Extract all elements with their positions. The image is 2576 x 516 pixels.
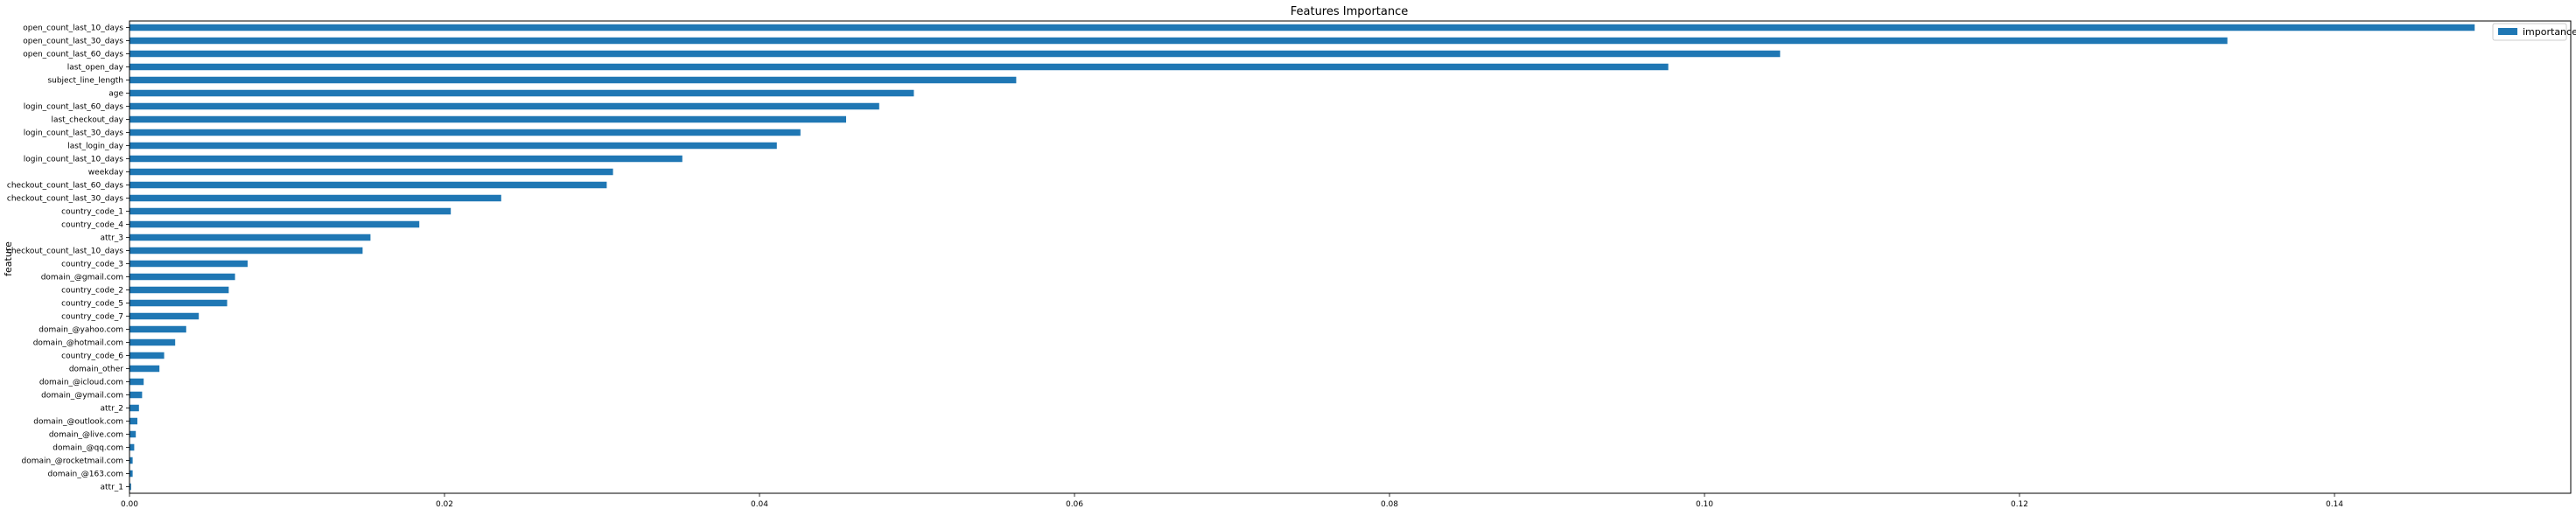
y-tick-label-checkout_count_last_60_days: checkout_count_last_60_days	[7, 182, 123, 191]
legend-box	[2492, 23, 2567, 41]
bar-last_open_day	[130, 63, 1669, 71]
y-tick-label-country_code_7: country_code_7	[61, 313, 123, 322]
legend: importance	[2492, 23, 2576, 41]
y-tick-label-domain_@yahoo.com: domain_@yahoo.com	[38, 326, 123, 335]
legend-swatch	[2498, 28, 2517, 35]
y-tick-label-domain_@rocketmail.com: domain_@rocketmail.com	[22, 457, 124, 466]
y-tick-label-login_count_last_60_days: login_count_last_60_days	[24, 103, 124, 112]
bar-age	[130, 89, 914, 97]
y-tick-label-open_count_last_60_days: open_count_last_60_days	[23, 51, 123, 59]
y-tick-label-attr_2: attr_2	[101, 405, 124, 414]
chart-title: Features Importance	[1291, 5, 1409, 18]
bar-weekday	[130, 168, 613, 176]
y-tick-label-country_code_1: country_code_1	[61, 208, 123, 217]
y-tick-label-attr_1: attr_1	[101, 484, 124, 492]
bar-open_count_last_30_days	[130, 37, 2228, 45]
x-tick-label: 0.08	[1381, 500, 1398, 509]
y-tick-label-checkout_count_last_10_days: checkout_count_last_10_days	[7, 248, 123, 256]
bar-country_code_6	[130, 352, 164, 359]
bar-last_login_day	[130, 142, 777, 150]
y-tick-label-country_code_5: country_code_5	[61, 300, 123, 309]
bar-country_code_5	[130, 299, 228, 307]
x-ticks-group: 0.00 0.02 0.04 0.06 0.08 0.10 0.12 0.14	[121, 493, 2343, 509]
x-tick-label: 0.06	[1066, 500, 1083, 509]
y-tick-label-domain_@icloud.com: domain_@icloud.com	[39, 379, 123, 387]
y-tick-label-country_code_2: country_code_2	[61, 287, 123, 296]
bar-country_code_1	[130, 207, 452, 215]
y-tick-label-country_code_4: country_code_4	[61, 221, 123, 230]
bar-country_code_3	[130, 260, 248, 268]
bar-login_count_last_60_days	[130, 102, 879, 110]
y-tick-label-domain_other: domain_other	[69, 366, 123, 374]
bar-domain_@rocketmail.com	[130, 457, 133, 464]
bar-domain_@ymail.com	[130, 391, 143, 399]
y-tick-label-open_count_last_30_days: open_count_last_30_days	[23, 38, 123, 46]
y-tick-label-domain_@gmail.com: domain_@gmail.com	[41, 274, 123, 282]
bars-group	[130, 24, 2475, 491]
y-tick-label-country_code_3: country_code_3	[61, 261, 123, 269]
y-ticks-group: open_count_last_10_days open_count_last_3…	[7, 24, 130, 492]
bar-country_code_2	[130, 286, 229, 294]
y-tick-label-last_login_day: last_login_day	[67, 143, 123, 151]
bar-open_count_last_60_days	[130, 50, 1781, 58]
bar-subject_line_length	[130, 76, 1017, 84]
y-tick-label-subject_line_length: subject_line_length	[47, 77, 123, 86]
bar-open_count_last_10_days	[130, 24, 2475, 31]
bar-attr_2	[130, 404, 139, 412]
bar-login_count_last_30_days	[130, 129, 801, 136]
bar-attr_3	[130, 234, 371, 241]
y-tick-label-checkout_count_last_30_days: checkout_count_last_30_days	[7, 195, 123, 204]
legend-label-importance: importance	[2523, 26, 2576, 38]
bar-domain_@163.com	[130, 470, 133, 478]
y-tick-label-domain_@outlook.com: domain_@outlook.com	[33, 418, 123, 427]
y-tick-label-open_count_last_10_days: open_count_last_10_days	[23, 24, 123, 33]
y-tick-label-domain_@163.com: domain_@163.com	[48, 471, 123, 479]
y-tick-label-domain_@hotmail.com: domain_@hotmail.com	[33, 339, 123, 348]
y-tick-label-last_open_day: last_open_day	[67, 64, 124, 73]
y-axis-label: feature	[3, 241, 14, 276]
bar-domain_@live.com	[130, 430, 136, 438]
bar-last_checkout_day	[130, 115, 846, 123]
bar-checkout_count_last_10_days	[130, 247, 363, 255]
y-tick-label-login_count_last_10_days: login_count_last_10_days	[24, 156, 124, 164]
x-tick-label: 0.14	[2326, 500, 2343, 509]
y-tick-label-country_code_6: country_code_6	[61, 352, 123, 361]
bar-attr_1	[130, 483, 131, 491]
y-tick-label-login_count_last_30_days: login_count_last_30_days	[24, 129, 124, 138]
x-tick-label: 0.04	[751, 500, 768, 509]
x-tick-label: 0.02	[436, 500, 453, 509]
bar-domain_@yahoo.com	[130, 325, 186, 333]
x-tick-label: 0.10	[1696, 500, 1713, 509]
bar-checkout_count_last_60_days	[130, 181, 607, 189]
y-tick-label-domain_@live.com: domain_@live.com	[49, 431, 123, 440]
y-tick-label-age: age	[108, 90, 123, 99]
y-tick-label-domain_@qq.com: domain_@qq.com	[52, 444, 123, 453]
bar-domain_@qq.com	[130, 443, 135, 451]
bar-domain_@outlook.com	[130, 417, 137, 425]
bar-domain_@icloud.com	[130, 378, 144, 386]
bar-domain_@gmail.com	[130, 273, 235, 281]
y-tick-label-weekday: weekday	[88, 169, 124, 178]
bar-domain_@hotmail.com	[130, 338, 176, 346]
x-tick-label: 0.00	[121, 500, 138, 509]
bar-country_code_7	[130, 312, 200, 320]
plot-frame	[129, 20, 2572, 494]
y-tick-label-last_checkout_day: last_checkout_day	[51, 116, 123, 125]
y-tick-label-domain_@ymail.com: domain_@ymail.com	[41, 392, 123, 401]
bar-domain_other	[130, 365, 160, 373]
bar-checkout_count_last_30_days	[130, 194, 501, 202]
x-tick-label: 0.12	[2011, 500, 2028, 509]
bar-login_count_last_10_days	[130, 155, 682, 163]
y-tick-label-attr_3: attr_3	[101, 234, 124, 243]
bar-country_code_4	[130, 220, 420, 228]
